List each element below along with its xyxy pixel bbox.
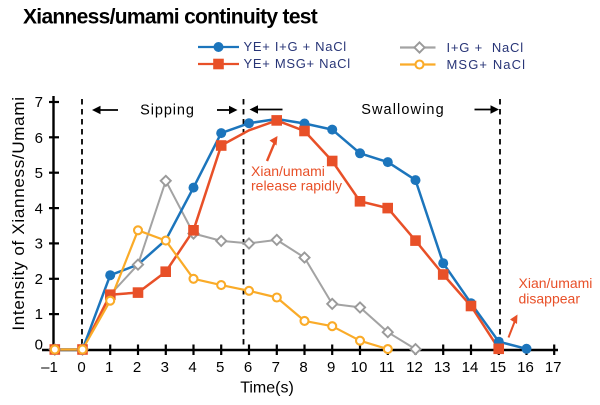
svg-text:5: 5	[35, 165, 43, 182]
svg-text:1: 1	[35, 306, 43, 323]
svg-text:disappear: disappear	[519, 291, 581, 307]
svg-text:4: 4	[188, 359, 196, 376]
svg-text:10: 10	[351, 359, 368, 376]
svg-text:YE+ MSG+ NaCl: YE+ MSG+ NaCl	[244, 56, 351, 71]
svg-text:Swallowing: Swallowing	[361, 102, 445, 118]
svg-text:Intensity of Xianness/Umami: Intensity of Xianness/Umami	[9, 96, 28, 330]
svg-text:3: 3	[161, 359, 169, 376]
svg-text:Sipping: Sipping	[140, 103, 195, 119]
svg-text:Xian/umami: Xian/umami	[519, 275, 593, 291]
svg-text:13: 13	[434, 359, 451, 376]
svg-text:–1: –1	[41, 359, 58, 376]
svg-text:4: 4	[35, 201, 43, 218]
svg-text:14: 14	[462, 359, 479, 376]
svg-text:11: 11	[379, 359, 395, 376]
svg-text:YE+ I+G + NaCl: YE+ I+G + NaCl	[244, 39, 347, 54]
svg-text:Xian/umami: Xian/umami	[251, 163, 325, 179]
svg-text:2: 2	[133, 359, 141, 376]
svg-text:17: 17	[545, 359, 562, 376]
svg-text:7: 7	[35, 94, 43, 111]
svg-text:2: 2	[35, 271, 43, 288]
svg-text:release rapidly: release rapidly	[251, 178, 342, 194]
svg-text:0: 0	[77, 359, 85, 376]
svg-text:0: 0	[35, 337, 43, 354]
svg-text:Time(s): Time(s)	[240, 380, 294, 397]
svg-text:MSG+ NaCl: MSG+ NaCl	[447, 57, 527, 72]
svg-text:3: 3	[35, 235, 43, 252]
svg-text:9: 9	[327, 359, 335, 376]
svg-text:16: 16	[517, 359, 534, 376]
svg-text:7: 7	[272, 359, 280, 376]
svg-text:12: 12	[406, 359, 423, 376]
svg-text:Xianness/umami continuity test: Xianness/umami continuity test	[23, 6, 318, 29]
svg-text:6: 6	[35, 130, 43, 147]
svg-text:15: 15	[489, 359, 506, 376]
svg-text:1: 1	[105, 359, 113, 376]
svg-text:6: 6	[244, 359, 252, 376]
svg-text:8: 8	[299, 359, 307, 376]
svg-text:I+G + NaCl: I+G + NaCl	[447, 40, 524, 55]
svg-text:5: 5	[216, 359, 224, 376]
